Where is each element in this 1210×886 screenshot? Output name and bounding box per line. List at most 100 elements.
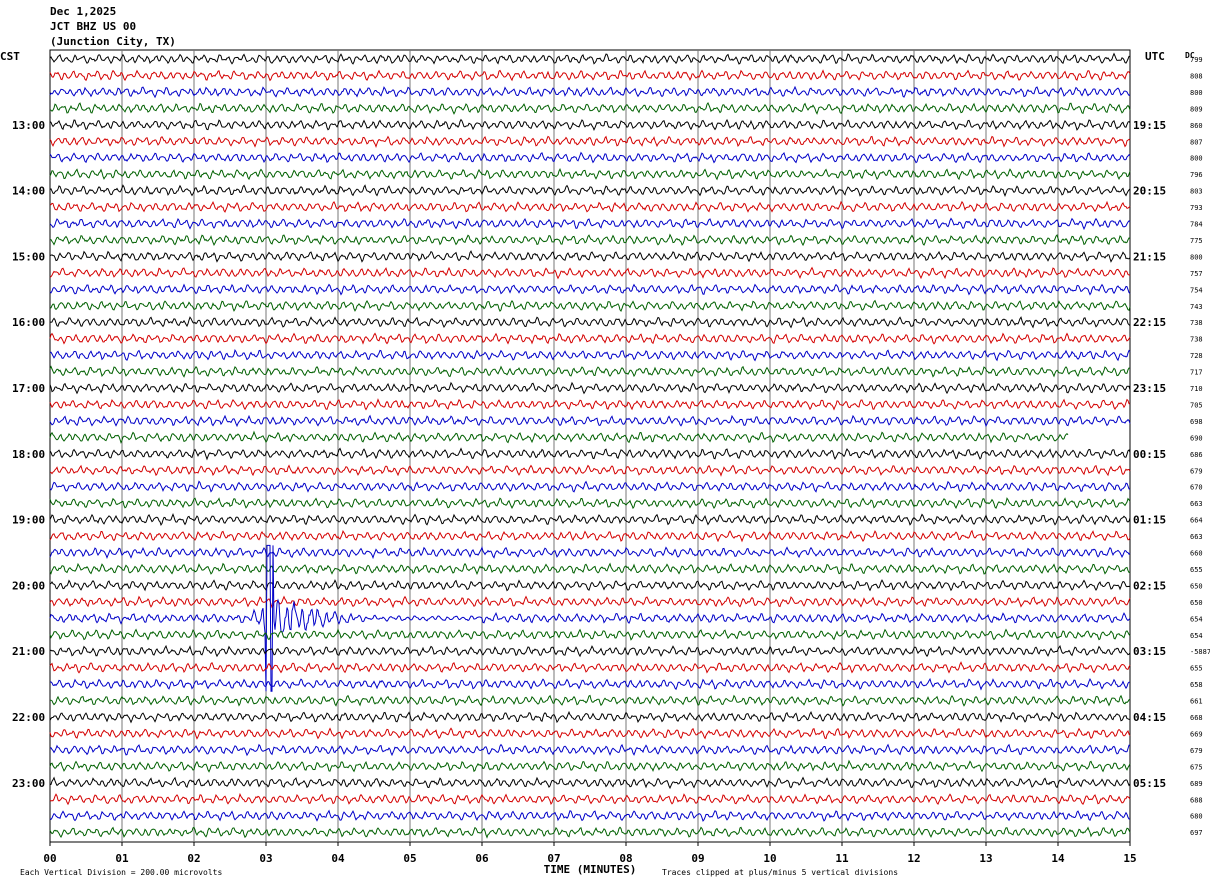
- dc-offset-label: 668: [1190, 714, 1203, 722]
- seismic-trace: [49, 135, 1131, 148]
- utc-hour-label: 03:15: [1133, 645, 1166, 658]
- utc-hour-label: 21:15: [1133, 250, 1166, 263]
- seismic-trace: [49, 381, 1131, 395]
- dc-offset-label: 658: [1190, 681, 1203, 689]
- plot-frame: [49, 49, 1131, 843]
- cst-hour-label: 17:00: [12, 382, 45, 395]
- cst-hour-label: 15:00: [12, 250, 45, 263]
- dc-offset-label: 808: [1190, 72, 1203, 80]
- dc-offset-label: 680: [1190, 813, 1203, 821]
- seismic-trace: [49, 546, 1131, 560]
- dc-offset-label: 784: [1190, 221, 1203, 229]
- vertical-division-note: Each Vertical Division = 200.00 microvol…: [20, 868, 222, 877]
- seismic-trace: [49, 759, 1131, 773]
- dc-offset-label: -5887: [1190, 648, 1210, 656]
- seismic-trace: [49, 826, 1131, 839]
- x-axis-label: TIME (MINUTES): [544, 863, 637, 876]
- x-tick-label: 00: [43, 852, 56, 865]
- x-tick-label: 02: [187, 852, 200, 865]
- seismic-trace: [49, 184, 1131, 197]
- utc-hour-label: 22:15: [1133, 316, 1166, 329]
- seismic-trace: [49, 464, 1131, 477]
- cst-hour-label: 23:00: [12, 777, 45, 790]
- dc-offset-label: 796: [1190, 171, 1203, 179]
- seismic-trace: [49, 299, 1131, 313]
- seismic-trace: [49, 398, 1131, 411]
- dc-offset-label: 654: [1190, 615, 1203, 623]
- dc-offset-label: 688: [1190, 796, 1203, 804]
- seismic-trace: [49, 151, 1131, 164]
- seismic-trace: [49, 628, 1131, 641]
- dc-offset-label: 690: [1190, 434, 1203, 442]
- seismic-trace: [49, 349, 1131, 362]
- seismic-trace: [49, 694, 1131, 707]
- seismic-trace: [49, 544, 1131, 692]
- x-tick-label: 03: [259, 852, 272, 865]
- cst-hour-label: 18:00: [12, 448, 45, 461]
- seismic-trace: [49, 497, 1131, 510]
- seismic-trace: [49, 727, 1131, 740]
- x-tick-label: 13: [979, 852, 992, 865]
- cst-hour-label: 21:00: [12, 645, 45, 658]
- dc-offset-label: 800: [1190, 155, 1203, 163]
- utc-hour-label: 20:15: [1133, 185, 1166, 198]
- seismic-trace: [49, 283, 1131, 296]
- dc-offset-label: 738: [1190, 336, 1203, 344]
- seismic-trace: [49, 809, 1130, 822]
- x-tick-label: 04: [331, 852, 345, 865]
- cst-hour-label: 22:00: [12, 711, 45, 724]
- seismic-trace: [49, 529, 1131, 543]
- x-tick-label: 14: [1051, 852, 1065, 865]
- x-tick-label: 10: [763, 852, 776, 865]
- dc-offset-label: 679: [1190, 467, 1203, 475]
- dc-offset-label: 738: [1190, 319, 1203, 327]
- utc-hour-label: 19:15: [1133, 119, 1166, 132]
- location-label: (Junction City, TX): [50, 35, 176, 48]
- seismic-trace: [49, 250, 1131, 263]
- seismic-trace: [49, 792, 1131, 806]
- seismic-trace: [49, 414, 1131, 428]
- dc-offset-label: 743: [1190, 303, 1203, 311]
- seismic-trace: [49, 447, 1131, 461]
- clipping-note: Traces clipped at plus/minus 5 vertical …: [662, 868, 898, 877]
- x-tick-label: 15: [1123, 852, 1136, 865]
- seismic-trace: [49, 316, 1131, 329]
- dc-offset-label: 757: [1190, 270, 1203, 278]
- cst-hour-label: 19:00: [12, 514, 45, 527]
- x-tick-label: 08: [619, 852, 632, 865]
- x-tick-label: 07: [547, 852, 560, 865]
- seismic-trace: [49, 69, 1131, 82]
- dc-offset-label: 860: [1190, 122, 1203, 130]
- seismic-trace: [49, 677, 1130, 691]
- dc-offset-label: 686: [1190, 451, 1203, 459]
- dc-offset-label: 689: [1190, 780, 1203, 788]
- dc-offset-label: 793: [1190, 204, 1203, 212]
- seismic-trace: [49, 200, 1131, 213]
- dc-offset-label: 728: [1190, 352, 1203, 360]
- seismic-trace: [49, 102, 1131, 115]
- seismic-trace: [49, 118, 1131, 131]
- dc-offset-label: 670: [1190, 484, 1203, 492]
- seismic-trace: [49, 513, 1131, 527]
- dc-offset-label: 809: [1190, 105, 1203, 113]
- seismic-trace: [49, 710, 1131, 724]
- dc-offset-label: 654: [1190, 632, 1203, 640]
- dc-offset-label: 664: [1190, 517, 1203, 525]
- x-tick-label: 06: [475, 852, 489, 865]
- cst-hour-label: 14:00: [12, 185, 45, 198]
- station-label: JCT BHZ US 00: [50, 20, 137, 33]
- seismic-trace: [49, 266, 1131, 280]
- dc-offset-label: 650: [1190, 599, 1203, 607]
- dc-offset-label: 705: [1190, 401, 1203, 409]
- seismic-trace: [49, 562, 1131, 576]
- seismic-trace: [49, 776, 1131, 790]
- utc-label: UTC: [1145, 50, 1165, 63]
- date-label: Dec 1,2025: [50, 5, 117, 18]
- dc-offset-label: 775: [1190, 237, 1203, 245]
- dc-offset-label: 655: [1190, 665, 1203, 673]
- cst-label: CST: [0, 50, 20, 63]
- utc-hour-label: 01:15: [1133, 514, 1166, 527]
- utc-hour-label: 23:15: [1133, 382, 1166, 395]
- seismic-trace: [49, 430, 1069, 444]
